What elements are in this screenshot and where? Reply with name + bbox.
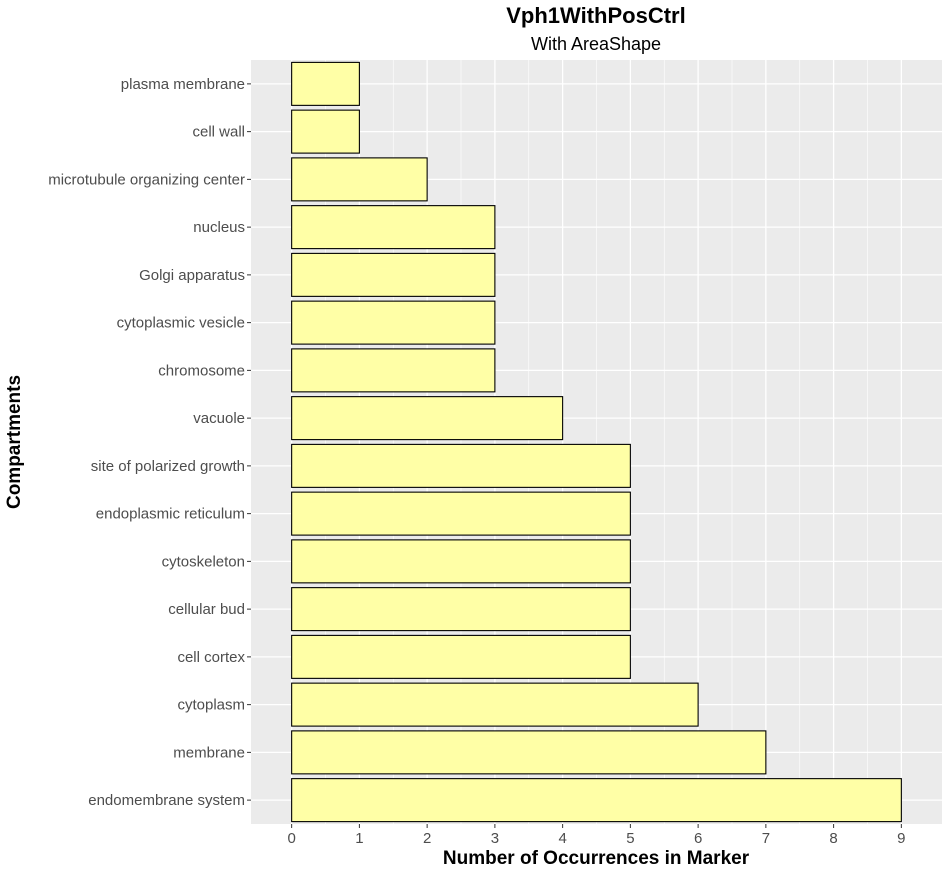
bar-cellular-bud <box>291 587 631 632</box>
x-tick-label: 6 <box>694 830 702 847</box>
x-tick-label: 7 <box>762 830 770 847</box>
bar-vacuole <box>291 396 564 441</box>
x-tick-label: 3 <box>491 830 499 847</box>
bar-microtubule-organizing-center <box>291 157 428 202</box>
bar-cell-cortex <box>291 634 631 679</box>
bar-membrane <box>291 730 767 775</box>
y-tick-label: endomembrane system <box>88 792 245 809</box>
bars-group <box>291 61 902 823</box>
bar-cell-wall <box>291 109 360 154</box>
x-tick-label: 0 <box>287 830 295 847</box>
y-axis-title: Compartments <box>4 375 25 509</box>
bar-endoplasmic-reticulum <box>291 491 631 536</box>
x-tick-label: 4 <box>558 830 566 847</box>
y-tick-label: cytoplasmic vesicle <box>117 315 245 332</box>
bar-nucleus <box>291 205 496 250</box>
x-tick-label: 9 <box>897 830 905 847</box>
y-tick-label: microtubule organizing center <box>48 171 245 188</box>
x-axis: 0 1 2 3 4 5 6 7 8 9 <box>287 824 906 847</box>
chart-title: Vph1WithPosCtrl <box>506 3 685 28</box>
x-tick-label: 5 <box>626 830 634 847</box>
y-tick-label: plasma membrane <box>121 76 245 93</box>
bar-cytoplasmic-vesicle <box>291 300 496 345</box>
bar-endomembrane-system <box>291 778 902 823</box>
y-axis: plasma membrane cell wall microtubule orga… <box>48 76 251 809</box>
y-tick-label: cell cortex <box>177 649 245 666</box>
bar-site-of-polarized-growth <box>291 443 631 488</box>
y-tick-label: nucleus <box>193 219 245 236</box>
y-tick-label: cell wall <box>192 124 245 141</box>
bar-golgi-apparatus <box>291 252 496 297</box>
x-tick-label: 2 <box>423 830 431 847</box>
bar-plasma-membrane <box>291 61 360 106</box>
x-axis-title: Number of Occurrences in Marker <box>443 848 750 869</box>
y-tick-label: cytoplasm <box>177 697 245 714</box>
x-tick-label: 8 <box>829 830 837 847</box>
y-tick-label: cytoskeleton <box>162 553 245 570</box>
bar-cytoskeleton <box>291 539 631 584</box>
y-tick-label: cellular bud <box>168 601 245 618</box>
x-tick-label: 1 <box>355 830 363 847</box>
y-tick-label: site of polarized growth <box>91 458 245 475</box>
y-tick-label: Golgi apparatus <box>139 267 245 284</box>
y-tick-label: endoplasmic reticulum <box>96 506 245 523</box>
y-tick-label: chromosome <box>158 362 245 379</box>
bar-chromosome <box>291 348 496 393</box>
y-tick-label: membrane <box>173 744 245 761</box>
bar-cytoplasm <box>291 682 699 727</box>
chart-subtitle: With AreaShape <box>531 34 661 54</box>
y-tick-label: vacuole <box>193 410 245 427</box>
